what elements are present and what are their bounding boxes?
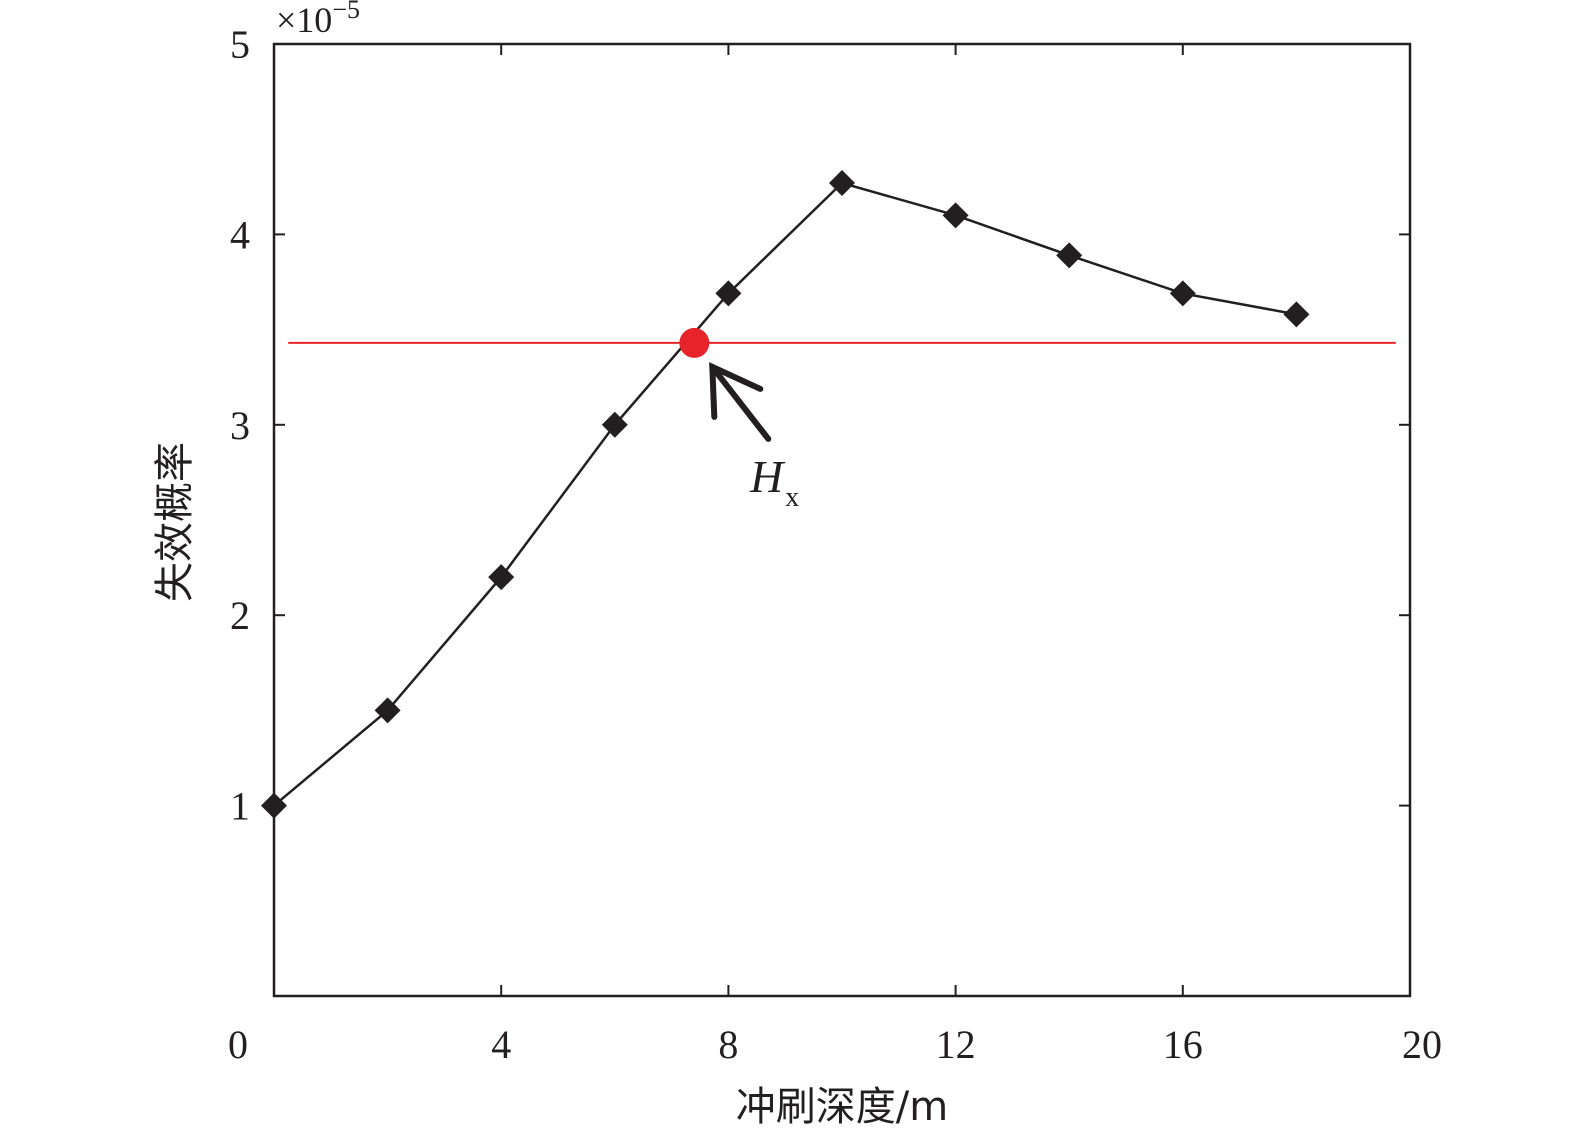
annotation-arrow xyxy=(709,362,772,442)
x-tick-label: 12 xyxy=(936,1022,976,1067)
x-tick-label: 0 xyxy=(228,1022,248,1067)
data-point-marker xyxy=(1283,301,1310,328)
data-point-marker xyxy=(942,202,969,229)
y-tick-label: 3 xyxy=(230,403,250,448)
data-point-marker xyxy=(1056,242,1083,269)
y-tick-label: 1 xyxy=(230,784,250,829)
data-point-marker xyxy=(261,792,287,819)
data-point-marker xyxy=(715,280,742,307)
y-tick-label: 4 xyxy=(230,212,250,257)
x-tick-label: 8 xyxy=(718,1022,738,1067)
y-tick-label: 5 xyxy=(230,22,250,67)
data-point-marker xyxy=(1169,280,1196,307)
series-markers xyxy=(261,169,1310,819)
y-tick-label: 2 xyxy=(230,593,250,638)
x-tick-label: 16 xyxy=(1163,1022,1203,1067)
intersection-point xyxy=(679,327,710,358)
y-axis-title: 失效概率 xyxy=(152,442,198,602)
data-point-marker xyxy=(601,411,628,438)
series-line xyxy=(273,181,1297,807)
annotation-label: Hx xyxy=(749,451,799,513)
arrow-shaft xyxy=(709,363,772,442)
data-point-marker xyxy=(374,697,401,724)
arrow-head xyxy=(709,362,764,420)
x-tick-label: 4 xyxy=(491,1022,511,1067)
data-point-marker xyxy=(829,169,855,196)
y-exponent-label: ×10−5 xyxy=(276,0,360,40)
x-axis-title: 冲刷深度/m xyxy=(736,1084,948,1130)
data-point-marker xyxy=(488,564,515,591)
plot-frame xyxy=(272,42,1412,998)
x-tick-label: 20 xyxy=(1402,1022,1442,1067)
